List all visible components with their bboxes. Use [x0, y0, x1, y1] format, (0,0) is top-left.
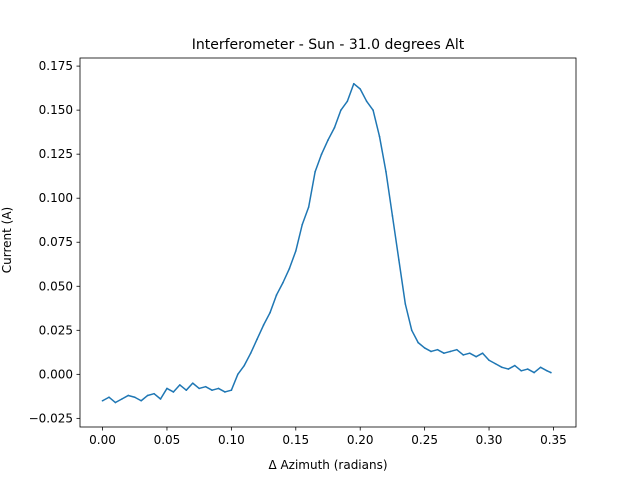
- data-point: [230, 389, 233, 391]
- data-point: [153, 392, 155, 395]
- data-point: [398, 259, 400, 261]
- data-point: [443, 352, 445, 355]
- data-point: [198, 387, 200, 390]
- y-tick-label: 0.025: [39, 323, 73, 337]
- data-point: [243, 364, 246, 367]
- data-point: [436, 348, 439, 351]
- data-point: [468, 352, 471, 355]
- data-point: [314, 170, 316, 173]
- data-point: [140, 399, 142, 402]
- data-point: [462, 354, 465, 356]
- data-point: [282, 281, 284, 284]
- data-point: [410, 329, 413, 332]
- data-point: [204, 385, 207, 388]
- x-tick-label: 0.05: [154, 433, 181, 447]
- data-point: [320, 153, 323, 155]
- data-point: [481, 352, 484, 355]
- data-point: [365, 100, 368, 103]
- data-point: [333, 126, 336, 129]
- data-point: [269, 311, 271, 314]
- x-axis-label: Δ Azimuth (radians): [268, 458, 387, 472]
- data-point: [127, 394, 130, 397]
- data-point: [475, 355, 477, 358]
- y-tick-label: 0.175: [39, 59, 73, 73]
- y-tick-label: 0.075: [39, 235, 73, 249]
- data-point: [101, 399, 104, 402]
- data-point: [249, 352, 252, 355]
- chart-title: Interferometer - Sun - 31.0 degrees Alt: [192, 37, 465, 53]
- y-tick-label: −0.025: [29, 411, 73, 425]
- data-point: [262, 324, 265, 326]
- y-tick-label: 0.050: [39, 279, 73, 293]
- data-point: [121, 398, 123, 400]
- data-point: [307, 206, 310, 208]
- data-point: [423, 347, 426, 349]
- x-tick-label: 0.15: [282, 433, 309, 447]
- data-point: [224, 391, 226, 393]
- x-tick-label: 0.00: [89, 433, 116, 447]
- data-point: [352, 82, 355, 85]
- y-tick-label: 0.000: [39, 367, 73, 381]
- data-point: [359, 88, 362, 90]
- data-point: [340, 109, 342, 111]
- data-point: [179, 384, 181, 386]
- data-point: [546, 370, 548, 372]
- data-point: [166, 387, 168, 390]
- data-point: [501, 366, 503, 369]
- data-point: [237, 373, 239, 376]
- data-point: [108, 396, 110, 399]
- data-point: [294, 250, 297, 252]
- data-point: [430, 350, 432, 353]
- data-point: [191, 382, 194, 384]
- data-point: [514, 364, 516, 367]
- x-tick-label: 0.10: [218, 433, 245, 447]
- data-point: [449, 350, 452, 353]
- data-point: [275, 294, 278, 296]
- data-point: [550, 371, 552, 374]
- data-point: [526, 368, 529, 370]
- data-point: [533, 371, 535, 374]
- data-point: [146, 394, 149, 397]
- data-point: [385, 170, 387, 173]
- y-tick-label: 0.125: [39, 147, 73, 161]
- data-point: [417, 341, 419, 344]
- data-point: [211, 389, 213, 391]
- data-point: [488, 359, 490, 362]
- data-point: [539, 366, 542, 369]
- x-tick-label: 0.20: [347, 433, 374, 447]
- x-tick-label: 0.35: [540, 433, 567, 447]
- y-tick-label: 0.100: [39, 191, 73, 205]
- data-point: [256, 338, 258, 340]
- data-point: [327, 139, 329, 141]
- data-point: [185, 389, 188, 391]
- x-tick-label: 0.30: [476, 433, 503, 447]
- data-point: [159, 398, 162, 400]
- data-point: [372, 109, 374, 111]
- data-point: [288, 267, 291, 270]
- data-point: [346, 100, 349, 103]
- data-point: [494, 362, 497, 365]
- data-point: [378, 135, 381, 138]
- y-axis-label: Current (A): [0, 207, 14, 273]
- plot-area: 0.00 0.05 0.10 0.15 0.20 0.25 0.30 0.35 −0.025 0.…: [29, 57, 577, 447]
- data-point: [507, 368, 510, 370]
- data-point: [133, 396, 136, 399]
- data-point: [520, 370, 523, 372]
- x-tick-label: 0.25: [411, 433, 438, 447]
- data-point: [391, 215, 394, 217]
- data-point: [404, 303, 407, 305]
- data-point: [114, 401, 117, 404]
- data-point: [217, 387, 220, 390]
- data-point: [456, 348, 458, 351]
- data-point: [301, 223, 304, 226]
- data-point: [172, 391, 175, 393]
- y-tick-label: 0.150: [39, 103, 73, 117]
